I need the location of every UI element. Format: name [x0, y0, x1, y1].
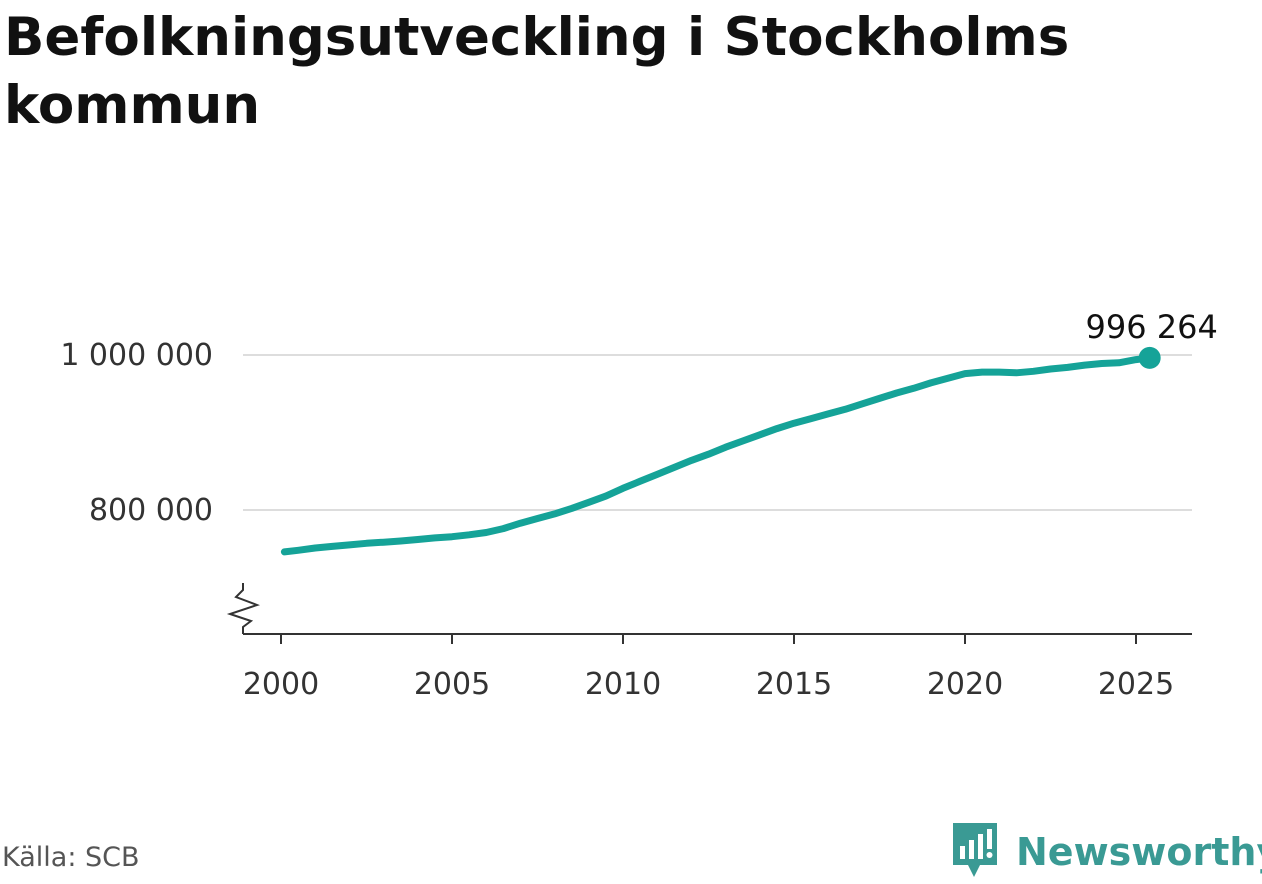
axis-break-icon — [226, 583, 260, 634]
x-tick-label: 2015 — [756, 667, 832, 702]
annotations: 996 264 — [1086, 308, 1218, 369]
series-line — [280, 354, 1154, 556]
endpoint-label: 996 264 — [1086, 308, 1218, 346]
x-tick-label: 2025 — [1098, 667, 1174, 702]
y-tick-label: 800 000 — [89, 493, 213, 528]
newsworthy-logo-icon — [950, 820, 1000, 884]
gridlines — [243, 354, 1192, 511]
brand-logo: Newsworthy — [950, 820, 1262, 884]
y-axis: 800 000 1 000 000 — [60, 338, 213, 528]
endpoint-marker — [1138, 346, 1161, 369]
x-tick-label: 2010 — [585, 667, 661, 702]
x-tick-label: 2000 — [243, 667, 319, 702]
x-axis: 2000 2005 2010 2015 2020 2025 — [226, 583, 1192, 702]
x-tick-label: 2020 — [927, 667, 1003, 702]
series-layer — [280, 354, 1154, 556]
source-note: Källa: SCB — [2, 842, 140, 873]
y-tick-label: 1 000 000 — [60, 338, 213, 373]
brand-name: Newsworthy — [1016, 830, 1262, 874]
chart-title: Befolkningsutveckling i Stockholms kommu… — [4, 7, 1070, 136]
x-tick-label: 2005 — [414, 667, 490, 702]
